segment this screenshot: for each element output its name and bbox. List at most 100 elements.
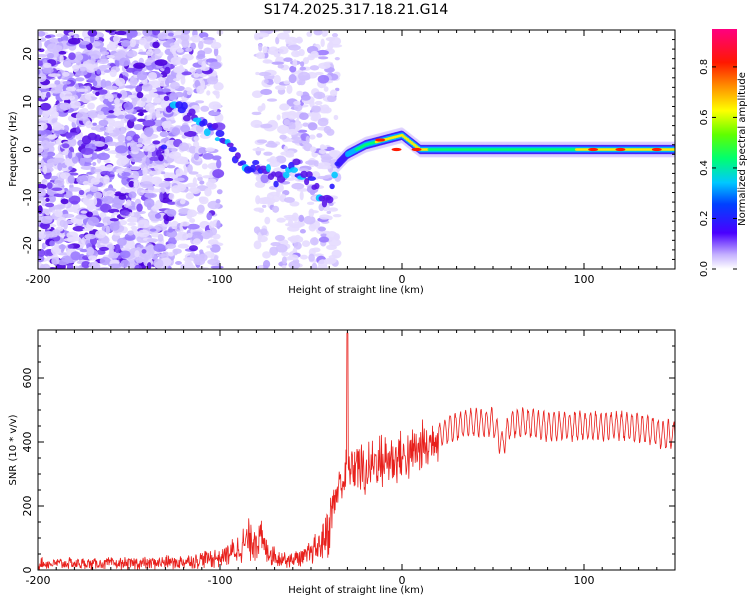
noise-blob — [306, 55, 315, 61]
noise-blob — [148, 156, 161, 162]
snr-frame — [37, 329, 676, 571]
noise-blob — [213, 47, 219, 57]
noise-blob — [202, 153, 214, 160]
noise-blob — [187, 164, 193, 174]
streak-blob — [270, 171, 277, 177]
noise-blob — [68, 100, 81, 109]
noise-blob — [103, 132, 110, 136]
noise-blob — [67, 138, 77, 147]
noise-blob — [133, 124, 144, 131]
noise-blob — [98, 111, 104, 115]
noise-blob — [212, 168, 225, 179]
noise-blob — [105, 141, 119, 146]
noise-blob — [291, 182, 305, 190]
noise-blob — [38, 254, 45, 263]
spectrogram-x-axis-label: Height of straight line (km) — [288, 285, 424, 296]
noise-blob — [287, 128, 298, 136]
noise-blob — [279, 103, 290, 111]
noise-blob — [92, 161, 97, 166]
noise-blob — [283, 197, 295, 203]
noise-blob — [58, 244, 67, 250]
noise-blob — [38, 145, 44, 154]
noise-blob — [60, 198, 69, 205]
noise-blob — [170, 56, 184, 66]
noise-blob — [287, 225, 300, 232]
noise-blob — [112, 129, 120, 133]
noise-blob — [145, 128, 153, 138]
noise-blob — [38, 69, 41, 75]
noise-blob — [148, 71, 158, 81]
noise-blob — [321, 156, 332, 164]
chart-title: S174.2025.317.18.21.G14 — [264, 2, 449, 18]
noise-blob — [52, 121, 62, 131]
streak-blob — [305, 171, 313, 178]
noise-blob — [310, 50, 319, 57]
noise-blob — [146, 262, 152, 269]
noise-blob — [106, 43, 116, 50]
noise-blob — [174, 91, 185, 98]
noise-blob — [146, 238, 159, 243]
noise-blob — [168, 193, 175, 200]
noise-blob — [260, 174, 269, 184]
noise-blob — [93, 168, 102, 173]
noise-blob — [136, 109, 149, 113]
noise-blob — [87, 216, 100, 227]
noise-blob — [309, 65, 320, 71]
colorbar-tick-label: 0.8 — [699, 59, 710, 75]
noise-blob — [254, 181, 266, 188]
noise-blob — [47, 73, 61, 78]
snr-y-axis-label: SNR (10 * v/v) — [8, 414, 19, 485]
noise-blob — [64, 157, 73, 167]
noise-blob — [142, 119, 156, 127]
noise-blob — [252, 147, 265, 152]
spectrogram-blobs — [38, 30, 343, 269]
noise-blob — [200, 66, 210, 72]
noise-blob — [255, 71, 260, 76]
noise-blob — [140, 97, 148, 102]
noise-blob — [260, 228, 268, 236]
noise-blob — [180, 76, 186, 85]
noise-blob — [155, 109, 161, 119]
noise-blob — [137, 229, 150, 238]
spectrogram-x-tick-label: -200 — [26, 273, 51, 286]
noise-blob — [67, 151, 73, 159]
noise-blob — [72, 64, 80, 73]
noise-blob — [298, 71, 311, 81]
noise-blob — [260, 123, 273, 129]
noise-blob — [54, 80, 61, 85]
noise-blob — [199, 180, 205, 185]
noise-blob — [151, 30, 161, 36]
noise-blob — [39, 116, 50, 121]
noise-blob — [126, 30, 131, 37]
noise-blob — [204, 187, 212, 197]
noise-blob — [185, 47, 193, 52]
noise-blob — [314, 100, 323, 106]
noise-blob — [137, 137, 144, 143]
noise-blob — [150, 176, 163, 185]
noise-blob — [213, 90, 218, 96]
noise-blob — [79, 94, 92, 104]
noise-blob — [326, 210, 332, 214]
noise-blob — [95, 91, 100, 97]
noise-blob — [109, 218, 119, 222]
noise-blob — [136, 91, 144, 99]
noise-blob — [168, 251, 175, 257]
noise-blob — [172, 78, 181, 82]
noise-blob — [196, 54, 206, 60]
noise-blob — [305, 160, 318, 165]
noise-blob — [190, 34, 201, 43]
noise-blob — [281, 265, 287, 269]
noise-blob — [276, 114, 281, 121]
noise-blob — [51, 187, 63, 192]
noise-blob — [174, 177, 185, 182]
noise-blob — [50, 110, 59, 119]
noise-blob — [212, 155, 222, 161]
noise-blob — [167, 32, 174, 37]
noise-blob — [285, 216, 297, 221]
noise-blob — [173, 249, 178, 256]
spectrogram-x-tick-label: -100 — [208, 273, 233, 286]
noise-blob — [274, 234, 285, 242]
noise-blob — [263, 52, 269, 59]
